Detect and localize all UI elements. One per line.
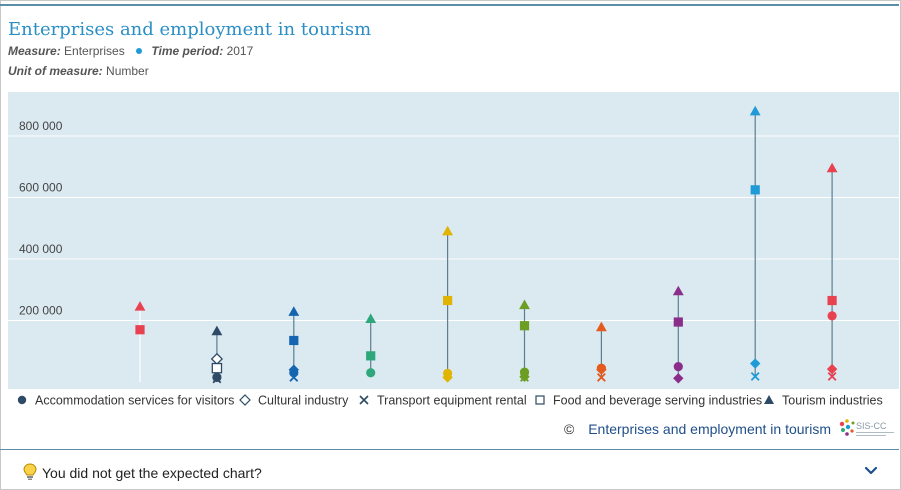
source-link[interactable]: Enterprises and employment in tourism — [588, 421, 831, 437]
legend-marker — [359, 395, 369, 405]
feedback-footer[interactable]: You did not get the expected chart? — [0, 451, 899, 489]
chevron-down-icon[interactable] — [864, 465, 878, 477]
y-tick-label: 400 000 — [19, 242, 63, 256]
period-label: Time period: — [151, 44, 224, 58]
measure-label: Measure: — [8, 44, 61, 58]
legend-label: Cultural industry — [258, 394, 349, 408]
legend-label: Transport equipment rental — [377, 394, 527, 408]
data-point-tourism[interactable] — [365, 313, 377, 323]
data-group — [288, 306, 300, 382]
data-point-transport[interactable] — [212, 374, 222, 384]
legend-marker — [535, 395, 545, 405]
data-point-tourism[interactable] — [134, 301, 146, 311]
data-point-tourism[interactable] — [749, 105, 761, 116]
data-point-food[interactable] — [750, 185, 760, 195]
data-point-cultural[interactable] — [826, 363, 838, 375]
unit-value: Number — [106, 64, 149, 78]
legend-label: Tourism industries — [782, 394, 883, 408]
data-point-transport[interactable] — [520, 372, 529, 382]
legend-item[interactable]: Accommodation services for visitors — [17, 394, 235, 408]
legend-marker — [17, 395, 27, 405]
data-point-food[interactable] — [135, 325, 145, 335]
legend-item[interactable]: Food and beverage serving industries — [535, 394, 762, 408]
footer-rule — [0, 449, 899, 450]
data-point-accommodation[interactable] — [212, 372, 222, 382]
data-group — [134, 301, 146, 382]
data-group — [749, 105, 761, 381]
data-point-cultural[interactable] — [442, 372, 453, 383]
data-point-accommodation[interactable] — [827, 311, 837, 321]
data-group — [672, 285, 684, 384]
y-tick-label: 600 000 — [19, 181, 63, 195]
data-point-tourism[interactable] — [211, 325, 223, 336]
data-group — [826, 162, 838, 381]
data-point-transport[interactable] — [289, 372, 299, 382]
plot-area — [8, 92, 899, 389]
chart-svg: 200 000 400 000 600 000 800 000 Accommodatio… — [8, 92, 899, 408]
separator-dot-icon — [136, 48, 143, 55]
top-rule — [0, 4, 899, 6]
legend-label: Food and beverage serving industries — [553, 394, 762, 408]
unit-label: Unit of measure: — [8, 64, 103, 78]
chart-subtitle-unit: Unit of measure: Number — [8, 64, 149, 78]
y-tick-label: 200 000 — [19, 304, 63, 318]
data-group — [442, 225, 453, 383]
measure-value: Enterprises — [64, 44, 125, 58]
data-point-tourism[interactable] — [596, 321, 607, 332]
data-point-tourism[interactable] — [442, 225, 453, 236]
data-group — [210, 325, 224, 384]
data-point-cultural[interactable] — [288, 364, 299, 375]
data-point-cultural[interactable] — [750, 358, 761, 369]
lightbulb-icon — [23, 463, 37, 480]
data-point-accommodation[interactable] — [366, 368, 376, 378]
legend-marker — [239, 394, 251, 406]
copyright-symbol: © — [564, 421, 575, 437]
data-point-tourism[interactable] — [519, 299, 530, 310]
legend-item[interactable]: Tourism industries — [764, 394, 883, 408]
data-point-food[interactable] — [827, 295, 837, 306]
data-point-transport[interactable] — [596, 372, 606, 382]
data-point-food[interactable] — [366, 351, 376, 361]
data-point-accommodation[interactable] — [673, 362, 683, 372]
data-group — [519, 299, 530, 382]
data-point-transport[interactable] — [750, 372, 760, 381]
chart-source: © Enterprises and employment in tourism — [564, 421, 831, 437]
logo-text: SIS-CC — [856, 421, 887, 431]
data-point-food[interactable] — [443, 295, 453, 306]
legend-item[interactable]: Transport equipment rental — [359, 394, 527, 408]
chart-title: Enterprises and employment in tourism — [8, 19, 372, 40]
data-group — [365, 313, 377, 378]
data-group — [596, 321, 607, 382]
legend-label: Accommodation services for visitors — [35, 394, 234, 408]
legend-item[interactable]: Cultural industry — [239, 394, 349, 408]
data-point-cultural[interactable] — [596, 364, 607, 375]
sis-cc-logo-icon: SIS-CC — [839, 419, 894, 436]
period-value: 2017 — [226, 44, 254, 58]
data-point-food[interactable] — [289, 335, 299, 346]
data-point-food[interactable] — [211, 362, 223, 374]
feedback-question: You did not get the expected chart? — [42, 465, 262, 481]
data-point-food[interactable] — [673, 317, 683, 327]
data-point-tourism[interactable] — [826, 162, 838, 173]
data-point-tourism[interactable] — [672, 285, 684, 296]
data-point-transport[interactable] — [827, 372, 837, 381]
legend-marker — [764, 395, 774, 404]
data-point-tourism[interactable] — [288, 306, 300, 316]
chart-subtitle-measure: Measure: Enterprises Time period: 2017 — [8, 44, 253, 58]
data-point-food[interactable] — [519, 321, 530, 331]
y-tick-label: 800 000 — [19, 119, 63, 133]
data-point-cultural[interactable] — [673, 373, 684, 384]
